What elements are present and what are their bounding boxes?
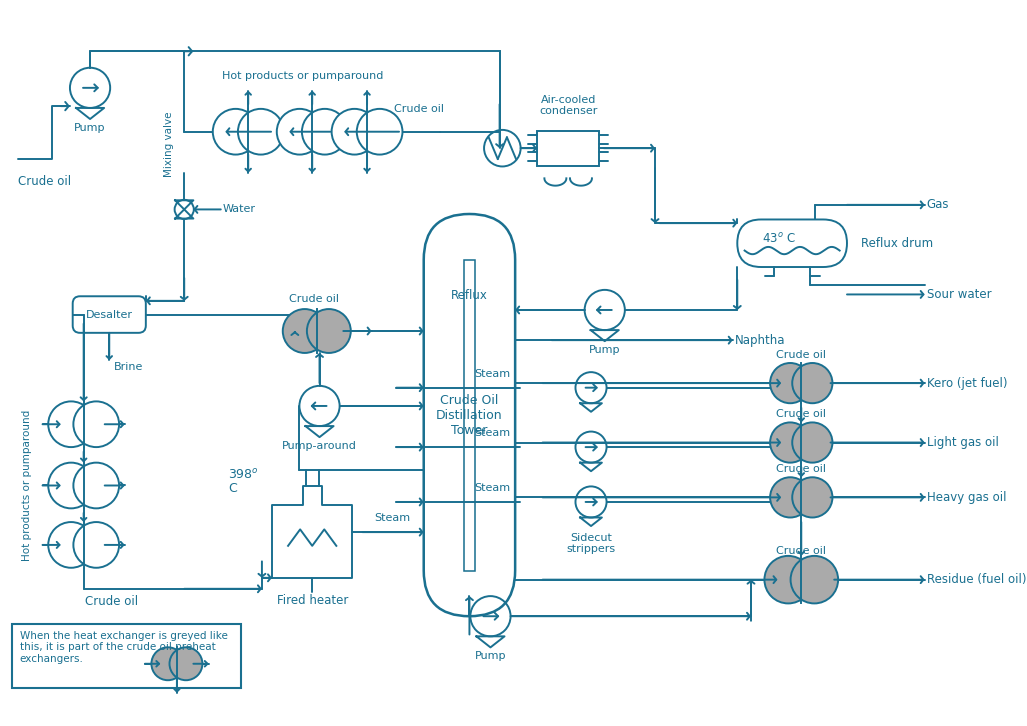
Circle shape	[770, 477, 810, 518]
Text: Sour water: Sour water	[926, 288, 991, 301]
Circle shape	[770, 363, 810, 403]
Circle shape	[73, 462, 119, 508]
Text: Steam: Steam	[474, 483, 510, 493]
Text: Air-cooled
condenser: Air-cooled condenser	[539, 94, 598, 116]
Text: Crude oil: Crude oil	[290, 294, 339, 303]
Bar	[12, 624, 241, 688]
Circle shape	[792, 363, 833, 403]
Text: Crude Oil
Distillation
Tower: Crude Oil Distillation Tower	[436, 393, 503, 436]
Text: Crude oil: Crude oil	[84, 595, 138, 608]
Circle shape	[48, 401, 93, 447]
Text: Water: Water	[223, 205, 256, 214]
Text: Reflux: Reflux	[451, 289, 488, 302]
Text: Crude oil: Crude oil	[776, 409, 827, 419]
Text: Heavy gas oil: Heavy gas oil	[926, 491, 1006, 504]
Text: Reflux drum: Reflux drum	[861, 237, 933, 250]
Circle shape	[277, 109, 322, 155]
Text: 398$^o$: 398$^o$	[228, 468, 259, 482]
Text: Light gas oil: Light gas oil	[926, 436, 998, 449]
Text: When the heat exchanger is greyed like
this, it is part of the crude oil preheat: When the heat exchanger is greyed like t…	[20, 631, 228, 664]
Circle shape	[791, 556, 838, 603]
Text: Gas: Gas	[926, 198, 949, 211]
Text: Crude oil: Crude oil	[394, 104, 445, 113]
Circle shape	[770, 423, 810, 462]
Text: Pump: Pump	[588, 345, 620, 355]
Circle shape	[48, 522, 93, 568]
Circle shape	[307, 309, 351, 353]
Text: Crude oil: Crude oil	[776, 546, 827, 556]
Circle shape	[792, 423, 833, 462]
Text: 43$^o$ C: 43$^o$ C	[762, 232, 795, 245]
Circle shape	[332, 109, 377, 155]
Text: Hot products or pumparound: Hot products or pumparound	[223, 70, 384, 81]
Circle shape	[792, 477, 833, 518]
Text: Steam: Steam	[375, 513, 411, 523]
Text: Pump: Pump	[474, 651, 506, 661]
Text: Brine: Brine	[114, 362, 143, 372]
Circle shape	[238, 109, 283, 155]
Text: Hot products or pumparound: Hot products or pumparound	[22, 410, 32, 561]
Text: Naphtha: Naphtha	[734, 334, 785, 346]
Text: Sidecut
strippers: Sidecut strippers	[567, 533, 615, 554]
Text: Steam: Steam	[474, 369, 510, 379]
Circle shape	[73, 401, 119, 447]
Text: Pump: Pump	[74, 123, 106, 133]
Text: Kero (jet fuel): Kero (jet fuel)	[926, 377, 1007, 390]
Text: Steam: Steam	[474, 428, 510, 438]
Text: Fired heater: Fired heater	[276, 595, 348, 607]
Text: Mixing valve: Mixing valve	[163, 112, 174, 177]
Text: Crude oil: Crude oil	[776, 464, 827, 474]
Circle shape	[48, 462, 93, 508]
Text: Desalter: Desalter	[86, 309, 132, 319]
Circle shape	[764, 556, 812, 603]
Text: Residue (fuel oil): Residue (fuel oil)	[926, 573, 1026, 586]
Text: Pump-around: Pump-around	[282, 441, 357, 451]
Bar	[537, 131, 599, 166]
Circle shape	[282, 309, 327, 353]
Circle shape	[213, 109, 259, 155]
Text: C: C	[228, 482, 237, 495]
Text: Crude oil: Crude oil	[17, 176, 71, 189]
Circle shape	[169, 648, 202, 680]
Circle shape	[302, 109, 347, 155]
Circle shape	[73, 522, 119, 568]
Circle shape	[151, 648, 184, 680]
Text: Crude oil: Crude oil	[776, 349, 827, 359]
Circle shape	[356, 109, 403, 155]
